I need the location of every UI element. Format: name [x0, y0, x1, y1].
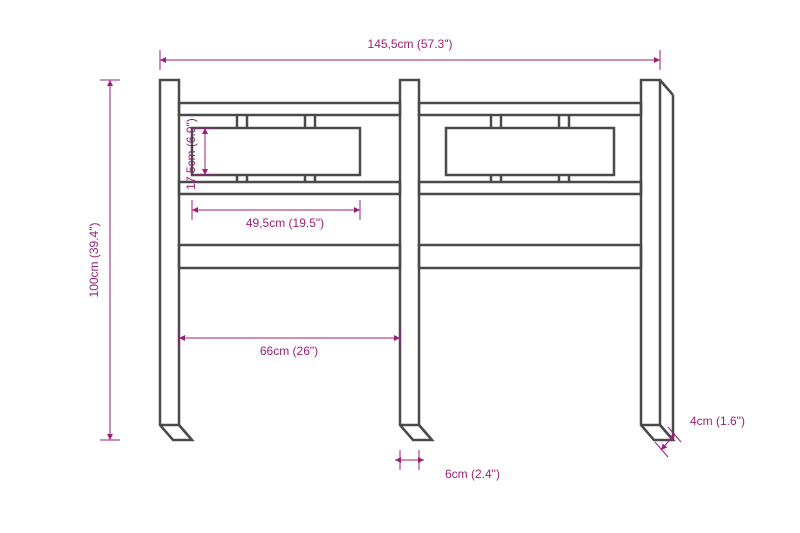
label-panel-height: 17,5cm (6.9") — [184, 118, 198, 190]
dim-panel-width: 49,5cm (19.5") — [192, 200, 360, 230]
dim-total-height: 100cm (39.4") — [87, 80, 120, 440]
label-total-width: 145,5cm (57.3") — [368, 37, 453, 51]
label-inner-span: 66cm (26") — [260, 344, 318, 358]
label-panel-width: 49,5cm (19.5") — [246, 216, 324, 230]
label-total-height: 100cm (39.4") — [87, 223, 101, 298]
headboard-outline — [160, 80, 673, 440]
label-leg-depth: 4cm (1.6") — [690, 414, 745, 428]
dim-leg-width: 6cm (2.4") — [395, 450, 500, 481]
label-leg-width: 6cm (2.4") — [445, 467, 500, 481]
dim-total-width: 145,5cm (57.3") — [160, 37, 660, 70]
dim-inner-span: 66cm (26") — [179, 328, 400, 358]
